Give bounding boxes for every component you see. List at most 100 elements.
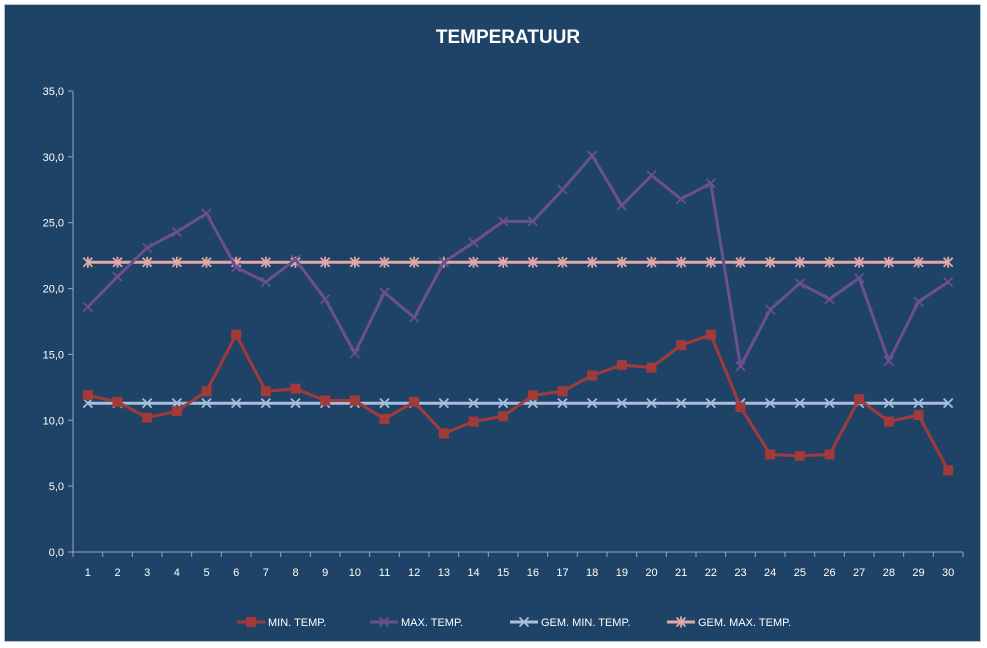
y-tick-label: 25,0 (43, 218, 64, 230)
data-point (438, 428, 449, 439)
data-point (290, 398, 301, 409)
data-point (379, 413, 390, 424)
data-point (735, 361, 746, 372)
data-point (587, 370, 598, 381)
data-point (557, 184, 568, 195)
data-point (379, 398, 390, 409)
data-point (646, 362, 657, 373)
x-tick-label: 2 (114, 567, 120, 579)
series-layer (82, 150, 954, 476)
data-point (735, 256, 746, 268)
x-tick-label: 3 (144, 567, 150, 579)
data-point (824, 398, 835, 409)
data-point (527, 216, 538, 227)
data-point (409, 256, 420, 268)
data-point (527, 256, 538, 268)
y-tick-label: 0,0 (49, 547, 64, 559)
x-tick-label: 13 (438, 567, 450, 579)
data-point (705, 178, 716, 189)
legend-label: GEM. MIN. TEMP. (541, 617, 630, 629)
data-point (824, 293, 835, 305)
data-point (616, 398, 627, 409)
x-tick-label: 26 (823, 567, 835, 579)
data-point (201, 208, 212, 219)
x-tick-label: 23 (734, 567, 746, 579)
x-tick-label: 30 (942, 567, 954, 579)
series-line (86, 154, 950, 368)
data-point (765, 256, 776, 268)
data-point (616, 200, 627, 211)
data-point (231, 329, 242, 340)
data-point (82, 301, 93, 313)
series-0 (82, 329, 954, 476)
data-point (171, 406, 182, 417)
data-point (142, 242, 153, 253)
data-point (883, 416, 894, 427)
data-point (557, 398, 568, 409)
data-point (794, 278, 805, 289)
data-point (171, 256, 182, 268)
x-tick-label: 5 (203, 567, 209, 579)
data-point (883, 398, 894, 409)
data-point (201, 398, 212, 409)
x-tick-label: 15 (497, 567, 509, 579)
data-point (142, 398, 153, 409)
data-point (676, 340, 687, 351)
data-point (854, 394, 865, 405)
data-point (943, 256, 954, 268)
x-tick-label: 20 (645, 567, 657, 579)
legend-item: MIN. TEMP. (237, 617, 326, 629)
data-point (320, 256, 331, 268)
data-point (112, 271, 123, 282)
data-point (201, 386, 212, 397)
data-point (794, 256, 805, 268)
data-point (171, 226, 182, 238)
y-tick-label: 35,0 (43, 86, 64, 98)
x-tick-label: 24 (764, 567, 776, 579)
data-point (349, 347, 360, 359)
legend-swatch-marker (246, 617, 256, 627)
legend-swatch-marker (518, 616, 530, 628)
x-tick-label: 10 (349, 567, 361, 579)
data-point (854, 272, 865, 284)
data-point (409, 312, 420, 323)
data-point (349, 256, 360, 268)
data-point (705, 256, 716, 268)
data-point (379, 287, 390, 298)
x-tick-label: 9 (322, 567, 328, 579)
data-point (409, 396, 420, 407)
x-tick-label: 17 (556, 567, 568, 579)
data-point (349, 395, 360, 406)
data-point (557, 256, 568, 268)
data-point (646, 256, 657, 268)
data-point (438, 257, 449, 268)
data-point (587, 150, 598, 161)
x-tick-label: 27 (853, 567, 865, 579)
data-point (705, 329, 716, 340)
data-point (290, 383, 301, 394)
data-point (616, 359, 627, 370)
legend-item: GEM. MAX. TEMP. (667, 616, 791, 629)
data-point (943, 276, 954, 288)
x-tick-label: 29 (912, 567, 924, 579)
axes: 0,05,010,015,020,025,030,035,01 2 3 4 5 6 7 8 9 1… (43, 86, 964, 579)
data-point (260, 386, 271, 397)
data-point (943, 398, 954, 409)
data-point (260, 256, 271, 268)
legend-swatch-marker (378, 616, 390, 628)
data-point (468, 416, 479, 427)
y-tick-label: 30,0 (43, 152, 64, 164)
data-point (112, 396, 123, 407)
data-point (676, 398, 687, 409)
data-point (498, 216, 509, 227)
legend-item: MAX. TEMP. (370, 616, 463, 629)
legend-label: MIN. TEMP. (268, 617, 326, 629)
x-tick-label: 28 (883, 567, 895, 579)
data-point (379, 256, 390, 268)
data-point (438, 398, 449, 409)
x-tick-label: 7 (263, 567, 269, 579)
data-point (320, 395, 331, 406)
data-point (260, 398, 271, 409)
data-point (616, 256, 627, 268)
data-point (82, 256, 93, 268)
